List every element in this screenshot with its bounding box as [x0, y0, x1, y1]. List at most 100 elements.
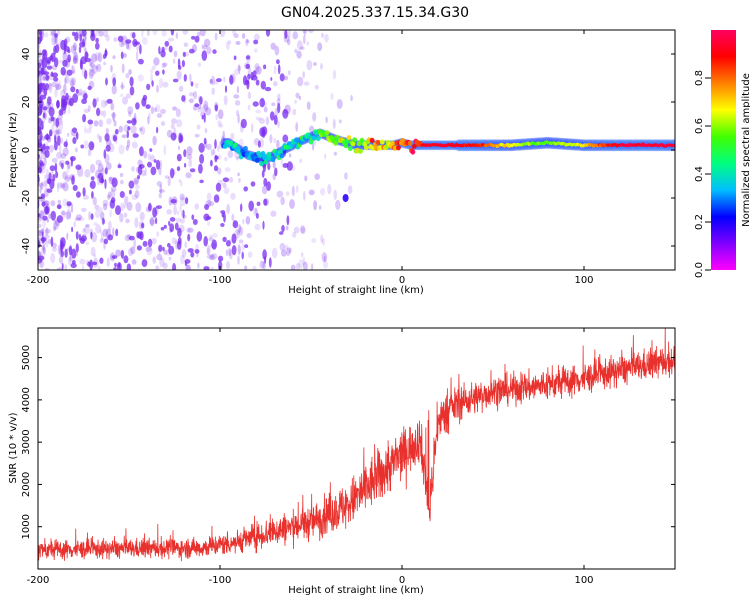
noise-blob — [88, 56, 92, 67]
noise-blob — [131, 194, 138, 201]
noise-blob — [170, 30, 175, 36]
noise-blob — [61, 262, 64, 270]
noise-blob — [87, 85, 92, 91]
noise-blob — [276, 190, 284, 198]
noise-blob — [38, 43, 41, 49]
noise-blob — [160, 50, 166, 58]
noise-blob — [96, 174, 101, 181]
noise-blob — [146, 245, 153, 256]
noise-blob — [55, 117, 60, 128]
noise-blob — [224, 85, 228, 93]
noise-blob — [41, 66, 45, 75]
noise-blob — [45, 206, 49, 214]
noise-blob — [67, 95, 72, 106]
noise-blob — [39, 125, 44, 131]
noise-blob — [40, 228, 44, 235]
noise-blob — [294, 99, 297, 104]
noise-blob — [242, 218, 245, 225]
noise-blob — [50, 116, 55, 122]
noise-blob — [118, 40, 125, 48]
noise-blob — [48, 87, 52, 94]
noise-blob — [263, 106, 268, 113]
noise-blob — [169, 217, 176, 222]
noise-blob — [254, 48, 258, 53]
noise-blob — [49, 178, 55, 190]
noise-blob — [149, 216, 155, 227]
noise-blob — [45, 74, 50, 81]
noise-blob — [112, 111, 116, 123]
noise-blob — [258, 117, 265, 124]
noise-blob — [145, 104, 151, 109]
noise-blob — [327, 184, 332, 195]
noise-blob — [338, 119, 342, 124]
noise-blob — [238, 138, 244, 149]
noise-blob — [163, 224, 167, 229]
noise-blob — [211, 87, 215, 96]
noise-blob — [227, 150, 234, 159]
noise-blob — [88, 141, 95, 151]
noise-blob — [136, 231, 140, 239]
noise-blob — [93, 253, 96, 258]
noise-blob — [60, 102, 67, 111]
noise-blob — [82, 114, 87, 123]
noise-blob — [332, 69, 337, 80]
noise-blob — [130, 124, 137, 135]
noise-blob — [182, 30, 189, 35]
noise-blob — [81, 98, 87, 105]
noise-blob — [217, 120, 222, 126]
noise-blob — [60, 210, 67, 216]
noise-blob — [89, 58, 93, 68]
colorbar-tick-label: 0.6 — [694, 118, 705, 134]
noise-blob — [38, 230, 42, 237]
ridge-mark — [369, 137, 375, 143]
noise-blob — [79, 33, 83, 42]
noise-blob — [201, 43, 204, 51]
noise-blob — [282, 108, 289, 119]
noise-blob — [94, 204, 100, 210]
noise-blob — [186, 146, 193, 156]
noise-blob — [182, 209, 185, 219]
noise-blob — [215, 182, 222, 192]
noise-blob — [295, 92, 300, 99]
noise-blob — [119, 172, 124, 178]
noise-blob — [147, 116, 150, 125]
noise-blob — [324, 153, 327, 160]
noise-blob — [99, 206, 103, 213]
noise-blob — [303, 30, 306, 37]
noise-blob — [147, 238, 153, 248]
noise-blob — [187, 233, 191, 242]
noise-blob — [172, 262, 177, 270]
noise-blob — [261, 170, 265, 178]
noise-blob — [210, 149, 215, 156]
noise-blob — [135, 102, 140, 110]
noise-blob — [171, 196, 178, 206]
noise-blob — [210, 267, 214, 270]
noise-blob — [43, 157, 47, 166]
noise-blob — [56, 117, 63, 126]
noise-blob — [285, 191, 290, 197]
noise-blob — [77, 166, 84, 177]
noise-blob — [55, 129, 62, 135]
noise-blob — [314, 84, 319, 90]
noise-blob — [38, 62, 42, 69]
ridge-mark — [396, 145, 401, 151]
noise-blob — [120, 51, 124, 60]
noise-blob — [238, 226, 244, 236]
noise-blob — [91, 30, 95, 37]
noise-blob — [70, 263, 77, 269]
noise-blob — [79, 237, 85, 244]
noise-blob — [210, 242, 217, 249]
noise-blob — [81, 90, 88, 99]
noise-blob — [312, 142, 315, 151]
ridge-mark — [356, 141, 362, 147]
noise-blob — [84, 47, 87, 56]
noise-blob — [125, 93, 132, 99]
noise-blob — [64, 75, 70, 84]
noise-blob — [253, 207, 258, 217]
ridge-mark — [390, 140, 395, 146]
noise-blob — [115, 205, 121, 216]
noise-blob — [128, 111, 132, 117]
noise-blob — [308, 30, 314, 34]
noise-blob — [251, 123, 254, 134]
